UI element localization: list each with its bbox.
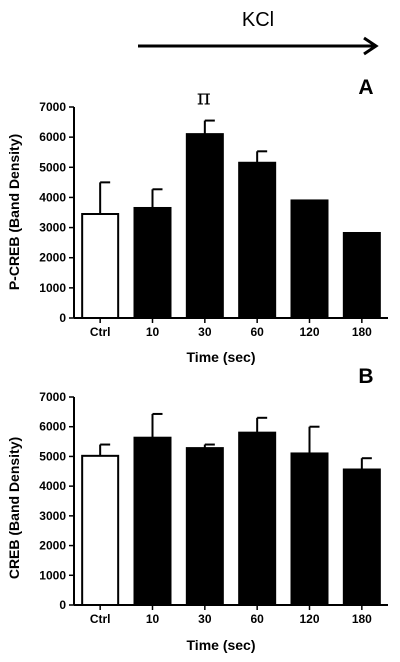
panel-a-y-tick-label: 5000 — [39, 160, 66, 174]
panel-a-y-tick-label: 3000 — [39, 221, 66, 235]
panel-b-chart: B CREB (Band Density) Time (sec) 0 1000 20… — [6, 365, 388, 653]
panel-b-bar-120 — [290, 452, 329, 607]
panel-b-y-tick-label: 2000 — [39, 539, 66, 553]
panel-b-x-axis-title: Time (sec) — [187, 637, 256, 653]
panel-b-bar-180 — [342, 468, 381, 607]
panel-a-bar-60 — [238, 161, 277, 319]
panel-b-bar-30 — [185, 447, 224, 607]
panel-b-y-tick-label: 3000 — [39, 509, 66, 523]
panel-b-x-tick-label: 30 — [198, 612, 212, 626]
panel-a-x-tick-label: 60 — [250, 325, 264, 339]
panel-a-x-axis-title: Time (sec) — [187, 349, 256, 365]
panel-a-bar-10 — [133, 206, 172, 320]
panel-b-x-tick-label: 60 — [250, 612, 264, 626]
panel-b-bar-60 — [238, 431, 277, 606]
panel-a-significance-marker: π — [197, 86, 211, 110]
panel-b-x-tick-label: 120 — [299, 612, 319, 626]
panel-a-x-tick-label: Ctrl — [90, 325, 111, 339]
panel-b-bar-10 — [133, 436, 172, 606]
panel-b-y-tick-label: 7000 — [39, 390, 66, 404]
panel-a-y-tick-label: 7000 — [39, 100, 66, 114]
panel-a-label: A — [358, 76, 373, 99]
panel-a-y-tick-label: 0 — [59, 311, 66, 325]
panel-a-x-tick-label: 10 — [146, 325, 160, 339]
stimulus-arrow-head — [363, 36, 379, 56]
panel-a-x-tick-label: 120 — [299, 325, 319, 339]
panel-b-y-tick-label: 4000 — [39, 479, 66, 493]
panel-b-y-tick-label: 1000 — [39, 568, 66, 582]
panel-b-y-tick-label: 0 — [59, 598, 66, 612]
stimulus-label: KCl — [242, 9, 274, 31]
panel-a-chart: A P-CREB (Band Density) Time (sec) 0 1000… — [6, 76, 388, 365]
panel-a-y-tick-label: 4000 — [39, 190, 66, 204]
panel-b-y-axis-title: CREB (Band Density) — [6, 437, 22, 579]
panel-a-y-axis-title: P-CREB (Band Density) — [6, 134, 22, 290]
panel-a-y-tick-label: 2000 — [39, 251, 66, 265]
panel-a-bar-30 — [185, 133, 224, 319]
panel-a-bar-Ctrl — [81, 213, 120, 319]
panel-a-y-tick-label: 6000 — [39, 130, 66, 144]
panel-b-label: B — [358, 365, 373, 388]
panel-a-bar-120 — [290, 199, 329, 319]
panel-a-bar-180 — [342, 231, 381, 319]
panel-b-x-tick-label: 10 — [146, 612, 160, 626]
panel-a-y-tick-label: 1000 — [39, 281, 66, 295]
panel-b-y-tick-label: 5000 — [39, 449, 66, 463]
panel-a-x-tick-label: 30 — [198, 325, 212, 339]
panel-b-y-tick-label: 6000 — [39, 420, 66, 434]
panel-b-bar-Ctrl — [81, 454, 120, 606]
panel-b-x-tick-label: 180 — [352, 612, 372, 626]
panel-b-x-tick-label: Ctrl — [90, 612, 111, 626]
panel-a-x-tick-label: 180 — [352, 325, 372, 339]
